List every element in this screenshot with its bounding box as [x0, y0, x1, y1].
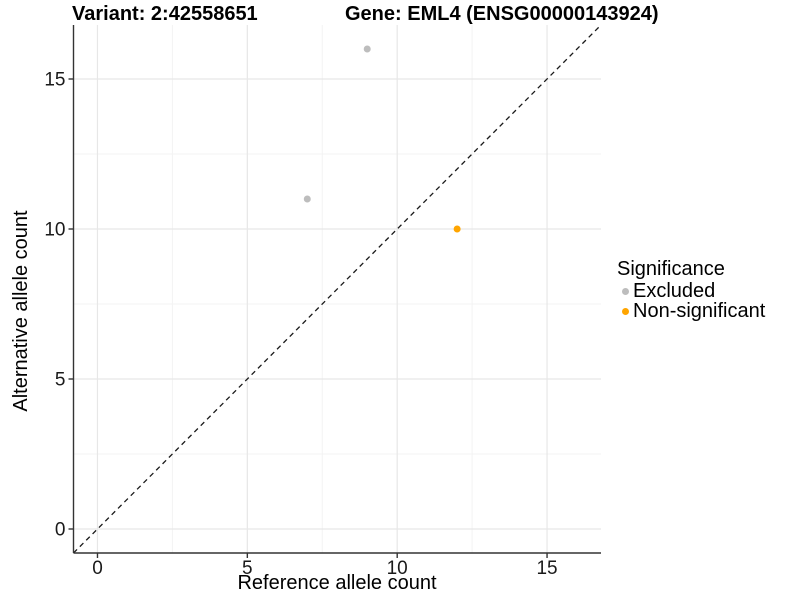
- y-tick-label: 10: [44, 220, 65, 241]
- data-point-excluded: [303, 195, 311, 203]
- identity-dashed-line: [73, 24, 602, 554]
- y-tick-label: 5: [55, 370, 66, 391]
- legend-dot-icon: [621, 307, 629, 315]
- legend-items: Excluded Non-significant: [617, 281, 765, 321]
- plot-title-gene: Gene: EML4 (ENSG00000143924): [345, 3, 659, 25]
- y-axis-title: Alternative allele count: [10, 210, 32, 412]
- data-point-non-significant: [453, 225, 461, 233]
- y-tick-label: 15: [44, 70, 65, 91]
- legend-item-label: Non-significant: [633, 300, 766, 322]
- legend-item: Non-significant: [617, 301, 765, 321]
- data-point-excluded: [363, 45, 371, 53]
- plot-title-variant: Variant: 2:42558651: [72, 3, 258, 25]
- x-tick-label: 10: [387, 558, 408, 579]
- legend-title: Significance: [617, 258, 725, 280]
- x-axis-title: Reference allele count: [237, 572, 437, 594]
- x-tick-label: 15: [536, 558, 557, 579]
- x-tick-label: 0: [92, 558, 103, 579]
- x-tick-label: 5: [242, 558, 253, 579]
- y-tick-label: 0: [55, 520, 66, 541]
- legend-dot-icon: [621, 287, 629, 295]
- legend-item: Excluded: [617, 281, 765, 301]
- legend-key: [617, 307, 633, 315]
- legend-item-label: Excluded: [633, 280, 716, 302]
- legend: Significance Excluded Non-significant: [617, 258, 765, 321]
- legend-key: [617, 287, 633, 295]
